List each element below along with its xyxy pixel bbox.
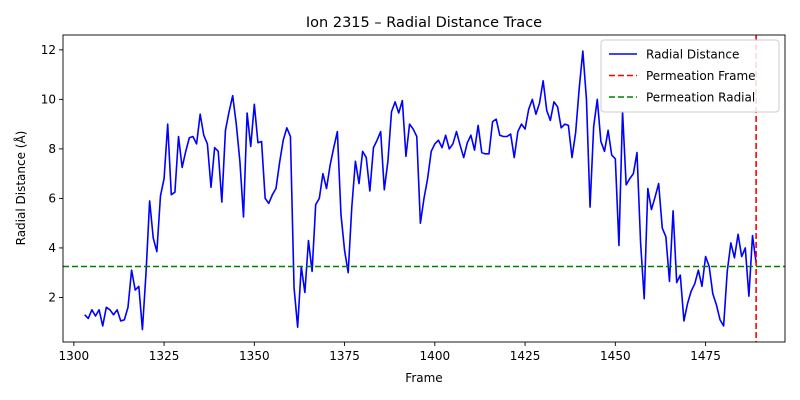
legend-label-permeation-radial: Permeation Radial [646,91,755,105]
legend-label-radial-distance: Radial Distance [646,48,739,62]
y-tick-label: 6 [48,191,56,205]
y-axis-label: Radial Distance (Å) [13,131,28,246]
x-tick-label: 1400 [420,349,451,363]
legend-box [600,39,780,113]
y-tick-label: 2 [48,290,56,304]
x-tick-label: 1300 [59,349,90,363]
y-tick-label: 4 [48,241,56,255]
x-tick-label: 1375 [329,349,360,363]
plot-frame [62,34,786,343]
y-tick-label: 12 [41,43,56,57]
x-axis: 1300 1325 1350 1375 1400 1425 1450 1475 [59,342,721,363]
y-tick-label: 10 [41,92,56,106]
x-tick-label: 1450 [600,349,631,363]
x-tick-label: 1475 [690,349,721,363]
chart-title: Ion 2315 – Radial Distance Trace [306,15,542,31]
radial-distance-line [84,50,757,331]
x-tick-label: 1425 [510,349,541,363]
plot-area [63,35,785,342]
y-axis: 2 4 6 8 10 12 [41,43,63,304]
x-axis-label: Frame [405,371,442,385]
legend-label-permeation-frame: Permeation Frame [646,69,756,83]
legend: Radial Distance Permeation Frame Permeatio… [600,39,780,113]
x-tick-label: 1350 [239,349,270,363]
y-tick-label: 8 [48,142,56,156]
x-tick-label: 1325 [149,349,180,363]
